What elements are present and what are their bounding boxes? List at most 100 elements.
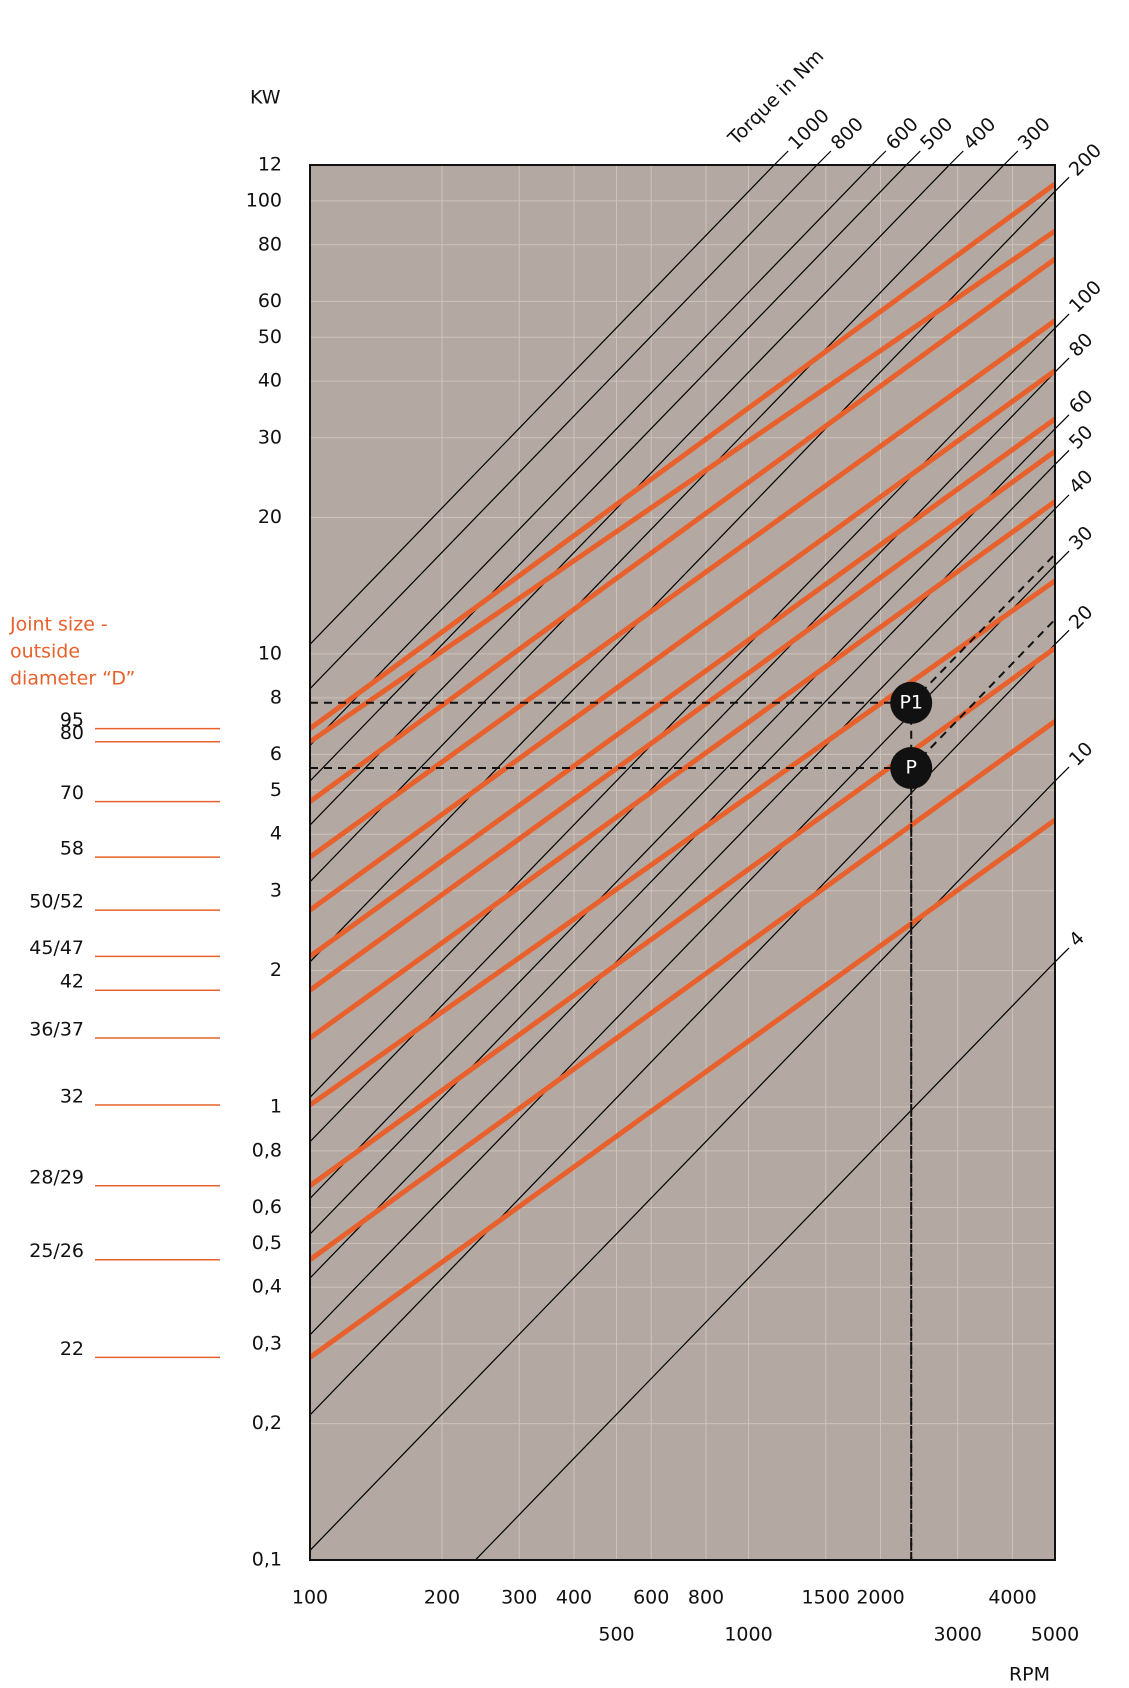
torque-label: 200 bbox=[1065, 139, 1106, 180]
torque-leader bbox=[1054, 947, 1070, 963]
joint-line bbox=[310, 257, 1055, 804]
x-tick-label: 1000 bbox=[724, 1624, 772, 1646]
torque-leader bbox=[1054, 414, 1070, 430]
torque-line bbox=[310, 165, 775, 645]
y-tick-label: 50 bbox=[258, 326, 282, 348]
joint-line bbox=[310, 368, 1055, 913]
torque-leader bbox=[905, 150, 921, 166]
joint-line bbox=[310, 817, 1055, 1360]
y-tick-label: 60 bbox=[258, 290, 282, 312]
legend-label: 28/29 bbox=[29, 1166, 84, 1188]
y-tick-label: 2 bbox=[270, 959, 282, 981]
joint-line bbox=[310, 228, 1055, 744]
guide-line bbox=[910, 553, 1056, 704]
joint-line bbox=[310, 449, 1055, 993]
y-tick-label: 12 bbox=[258, 154, 282, 176]
y-tick-label: 5 bbox=[270, 779, 282, 801]
y-tick-label: 0,3 bbox=[252, 1332, 282, 1354]
x-tick-label: 4000 bbox=[988, 1587, 1036, 1609]
legend-label: 50/52 bbox=[29, 891, 84, 913]
torque-leader bbox=[1003, 150, 1019, 166]
y-tick-label: 0,2 bbox=[252, 1412, 282, 1434]
legend-title: diameter “D” bbox=[10, 668, 135, 690]
torque-line bbox=[474, 961, 1055, 1560]
y-tick-label: 0,4 bbox=[252, 1276, 282, 1298]
torque-label: 300 bbox=[1014, 113, 1055, 154]
legend-label: 95 bbox=[60, 709, 84, 731]
joint-line bbox=[310, 719, 1055, 1262]
torque-line bbox=[310, 190, 1055, 963]
legend-label: 36/37 bbox=[29, 1018, 84, 1040]
legend-label: 25/26 bbox=[29, 1240, 84, 1262]
y-tick-label: 1 bbox=[270, 1095, 282, 1117]
torque-label: 1000 bbox=[784, 105, 834, 155]
x-tick-label: 100 bbox=[292, 1587, 328, 1609]
legend-label: 58 bbox=[60, 838, 84, 860]
guide-line bbox=[910, 618, 1056, 769]
joint-line bbox=[310, 578, 1055, 1108]
legend-title: outside bbox=[10, 641, 80, 663]
y-tick-label: 100 bbox=[246, 189, 282, 211]
point bbox=[890, 681, 933, 724]
x-tick-label: 600 bbox=[633, 1587, 669, 1609]
torque-label: 50 bbox=[1065, 421, 1098, 454]
x-tick-label: 800 bbox=[688, 1587, 724, 1609]
torque-line bbox=[310, 327, 1055, 1098]
y-tick-label: 40 bbox=[258, 370, 282, 392]
point bbox=[890, 746, 933, 789]
torque-line bbox=[310, 508, 1055, 1279]
x-tick-label: 400 bbox=[556, 1587, 592, 1609]
y-tick-label: 0,6 bbox=[252, 1196, 282, 1218]
joint-line bbox=[310, 318, 1055, 860]
torque-label: 60 bbox=[1065, 386, 1098, 419]
torque-leader bbox=[773, 150, 789, 166]
torque-label: 80 bbox=[1065, 329, 1098, 362]
torque-label: 400 bbox=[959, 113, 1000, 154]
y-tick-label: 80 bbox=[258, 233, 282, 255]
torque-line bbox=[310, 165, 951, 826]
x-tick-label: 500 bbox=[598, 1624, 634, 1646]
x-axis-label: RPM bbox=[1009, 1664, 1050, 1686]
legend-label: 42 bbox=[60, 971, 84, 993]
torque-leader bbox=[1054, 766, 1070, 782]
legend-label: 45/47 bbox=[29, 937, 84, 959]
y-tick-label: 20 bbox=[258, 506, 282, 528]
plot-lines bbox=[310, 165, 1055, 1560]
point-label: P1 bbox=[899, 691, 923, 713]
torque-leader bbox=[1054, 449, 1070, 465]
joint-line bbox=[310, 181, 1055, 731]
torque-label: 600 bbox=[882, 113, 923, 154]
plot-frame bbox=[309, 164, 1056, 1561]
y-tick-label: 0,5 bbox=[252, 1232, 282, 1254]
torque-leader bbox=[816, 150, 832, 166]
legend-label: 70 bbox=[60, 782, 84, 804]
legend-label: 32 bbox=[60, 1085, 84, 1107]
torque-leader bbox=[948, 150, 964, 166]
plot-area bbox=[310, 165, 1055, 1560]
x-tick-label: 1500 bbox=[802, 1587, 850, 1609]
joint-line bbox=[310, 499, 1055, 1040]
torque-label: 20 bbox=[1065, 601, 1098, 634]
torque-label: 40 bbox=[1065, 466, 1098, 499]
torque-leader bbox=[1054, 629, 1070, 645]
point-label: P bbox=[905, 756, 916, 778]
torque-line bbox=[310, 165, 818, 690]
y-tick-label: 8 bbox=[270, 686, 282, 708]
y-tick-label: 0,1 bbox=[252, 1549, 282, 1571]
x-tick-label: 2000 bbox=[856, 1587, 904, 1609]
torque-line bbox=[310, 165, 1005, 883]
y-tick-label: 30 bbox=[258, 426, 282, 448]
torque-leader bbox=[871, 150, 887, 166]
torque-label: 500 bbox=[916, 113, 957, 154]
legend-label: 22 bbox=[60, 1338, 84, 1360]
y-tick-label: 4 bbox=[270, 823, 282, 845]
torque-leader bbox=[1054, 494, 1070, 510]
torque-line bbox=[310, 428, 1055, 1199]
torque-line bbox=[310, 371, 1055, 1143]
torque-label: 100 bbox=[1065, 276, 1106, 317]
torque-line bbox=[310, 165, 873, 746]
legend-label: 80 bbox=[60, 722, 84, 744]
y-tick-label: 6 bbox=[270, 743, 282, 765]
torque-label: 30 bbox=[1065, 522, 1098, 555]
